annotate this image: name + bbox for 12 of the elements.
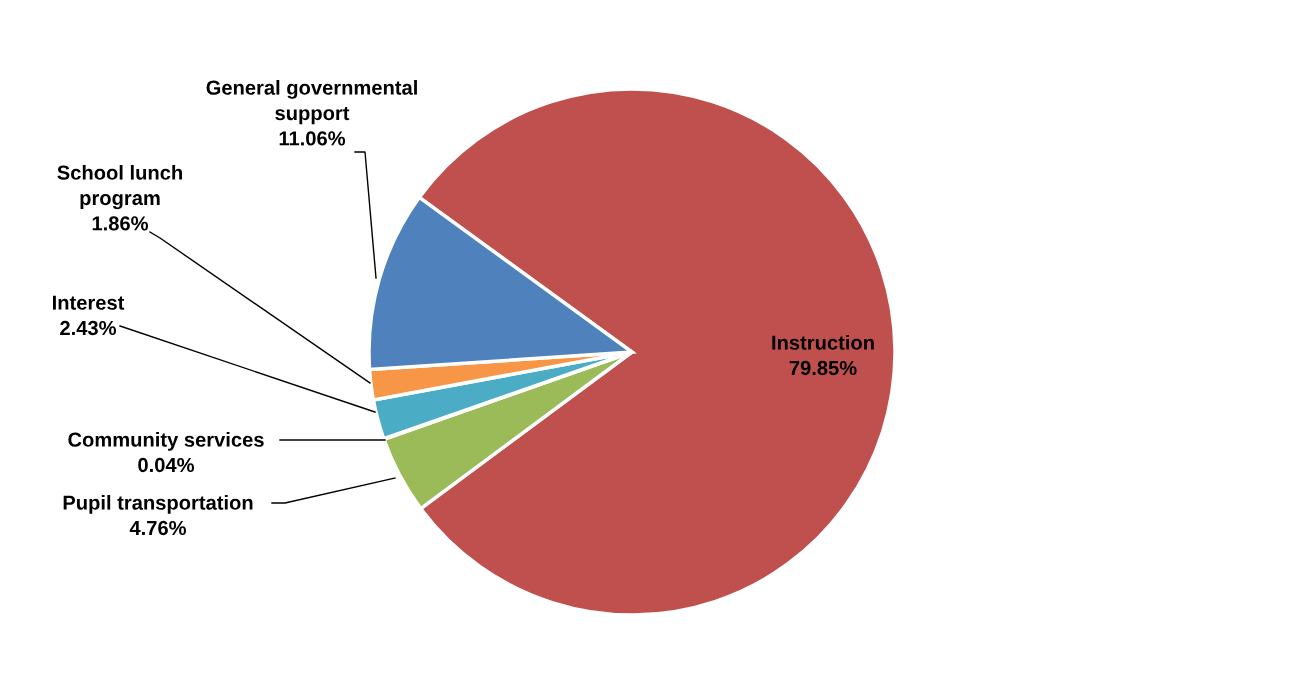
slice-label: General governmental support — [206, 80, 417, 125]
slice-label: Community services — [68, 432, 264, 451]
slice-label: Interest — [52, 295, 125, 310]
data-label: 11.06% — [279, 131, 346, 146]
slice-label: Pupil transportation — [63, 495, 253, 514]
data-label: 0.04% — [138, 457, 195, 473]
data-label: 1.86% — [92, 216, 149, 231]
slice-label: School lunch program — [57, 165, 182, 210]
data-label: 4.76% — [129, 520, 187, 536]
slice-label: Instruction — [772, 335, 874, 350]
data-label: 2.43% — [60, 320, 117, 336]
data-label: 79.85% — [789, 360, 857, 376]
